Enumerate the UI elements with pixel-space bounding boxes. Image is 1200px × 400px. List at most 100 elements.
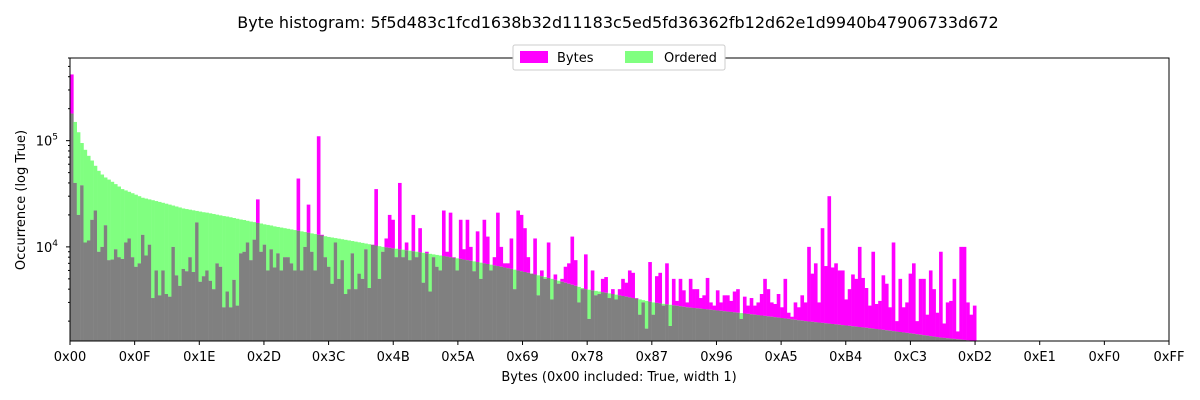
bar-overlap-76 [327, 266, 331, 341]
bar-overlap-224 [827, 323, 832, 341]
bar-overlap-143 [553, 279, 558, 341]
bar-bytes-216 [800, 295, 805, 321]
bar-bytes-94 [387, 214, 392, 248]
bar-overlap-50 [239, 253, 243, 341]
bar-bytes-226 [834, 263, 838, 325]
bar-bytes-147 [567, 263, 571, 284]
bar-ordered-62 [279, 227, 284, 271]
bar-overlap-209 [776, 317, 781, 341]
bar-bytes-236 [868, 305, 872, 329]
x-axis-ticks: 0x00 0x0F 0x1E 0x2D 0x3C 0x4B 0x5A 0x69 0x78 0x87… [54, 341, 1184, 365]
bar-bytes-231 [851, 274, 855, 327]
bar-overlap-190 [712, 310, 717, 341]
bar-overlap-21 [141, 234, 145, 341]
bar-bytes-179 [675, 300, 679, 306]
bar-bytes-227 [837, 270, 842, 325]
bar-overlap-42 [212, 289, 216, 341]
bar-overlap-71 [310, 251, 314, 341]
bar-overlap-165 [627, 297, 632, 341]
bar-bytes-180 [678, 278, 683, 307]
bar-ordered-106 [428, 253, 433, 292]
bar-ordered-104 [421, 252, 426, 283]
bar-bytes-254 [928, 270, 933, 337]
bar-bytes-116 [462, 249, 466, 260]
bar-bytes-234 [861, 277, 865, 328]
bar-bytes-192 [719, 302, 723, 311]
bar-ordered-37 [195, 210, 199, 223]
bar-bytes-171 [648, 262, 652, 302]
bar-bytes-113 [452, 257, 456, 258]
bar-overlap-182 [685, 307, 690, 341]
bar-overlap-27 [161, 270, 165, 341]
bar-ordered-32 [178, 207, 182, 286]
x-tick-label-14: 0xD2 [958, 350, 992, 365]
bar-ordered-41 [208, 213, 213, 281]
bar-bytes-258 [942, 323, 947, 338]
bar-ordered-4 [83, 149, 88, 243]
x-tick-label-12: 0xB4 [829, 350, 862, 365]
bar-overlap-115 [458, 258, 463, 341]
bar-bytes-186 [698, 298, 703, 309]
bar-overlap-216 [800, 320, 805, 341]
bar-overlap-59 [269, 249, 274, 341]
bar-ordered-102 [414, 251, 419, 258]
bar-overlap-245 [898, 332, 903, 341]
bar-overlap-214 [793, 319, 798, 341]
bar-overlap-132 [516, 270, 520, 341]
bar-overlap-171 [648, 301, 652, 341]
bar-ordered-64 [286, 228, 291, 258]
bar-overlap-28 [164, 294, 169, 341]
bar-overlap-179 [675, 305, 679, 341]
bar-overlap-14 [117, 257, 121, 341]
bar-overlap-175 [661, 305, 666, 341]
bar-overlap-184 [692, 307, 696, 341]
bar-overlap-66 [293, 270, 297, 341]
bar-overlap-131 [512, 289, 517, 341]
bar-overlap-77 [330, 283, 335, 341]
x-axis-label: Bytes (0x00 included: True, width 1) [501, 370, 736, 385]
bar-overlap-104 [421, 282, 426, 341]
bar-overlap-127 [499, 266, 504, 341]
bar-overlap-196 [732, 312, 737, 341]
bar-overlap-90 [374, 245, 378, 341]
bar-bytes-185 [695, 289, 700, 309]
bar-ordered-138 [536, 275, 541, 296]
bar-overlap-100 [408, 260, 412, 341]
bar-overlap-1 [73, 182, 78, 341]
bar-bytes-164 [624, 282, 629, 297]
bar-ordered-100 [408, 250, 412, 261]
bar-overlap-158 [604, 292, 608, 341]
bar-bytes-152 [583, 254, 588, 290]
bar-overlap-256 [935, 337, 940, 341]
bar-overlap-221 [817, 322, 821, 341]
bar-ordered-124 [489, 264, 493, 271]
bar-ordered-39 [201, 212, 206, 277]
bar-overlap-246 [901, 332, 906, 341]
bar-ordered-107 [431, 254, 436, 258]
bar-bytes-200 [746, 305, 750, 314]
bar-bytes-183 [688, 278, 693, 308]
bar-overlap-113 [452, 257, 456, 341]
bar-overlap-3 [80, 185, 84, 341]
bar-overlap-17 [127, 238, 132, 341]
bar-bytes-239 [878, 300, 882, 330]
legend-swatch-bytes [520, 51, 548, 63]
bar-bytes-130 [509, 238, 514, 269]
bar-overlap-195 [729, 311, 734, 341]
bar-bytes-67 [296, 178, 301, 231]
bar-overlap-122 [482, 263, 487, 341]
bar-ordered-56 [259, 223, 263, 252]
bar-overlap-193 [722, 311, 727, 341]
bar-ordered-38 [198, 211, 203, 282]
bar-ordered-68 [299, 231, 304, 271]
bar-overlap-185 [695, 308, 700, 341]
bar-overlap-38 [198, 281, 203, 341]
bar-overlap-16 [124, 242, 128, 341]
bar-overlap-173 [655, 302, 659, 341]
bar-bytes-105 [425, 251, 429, 254]
legend-label-bytes: Bytes [557, 51, 594, 66]
bar-bytes-190 [712, 305, 717, 311]
bar-bytes-262 [955, 331, 960, 340]
bar-bytes-145 [560, 278, 564, 282]
bar-overlap-253 [925, 335, 930, 341]
